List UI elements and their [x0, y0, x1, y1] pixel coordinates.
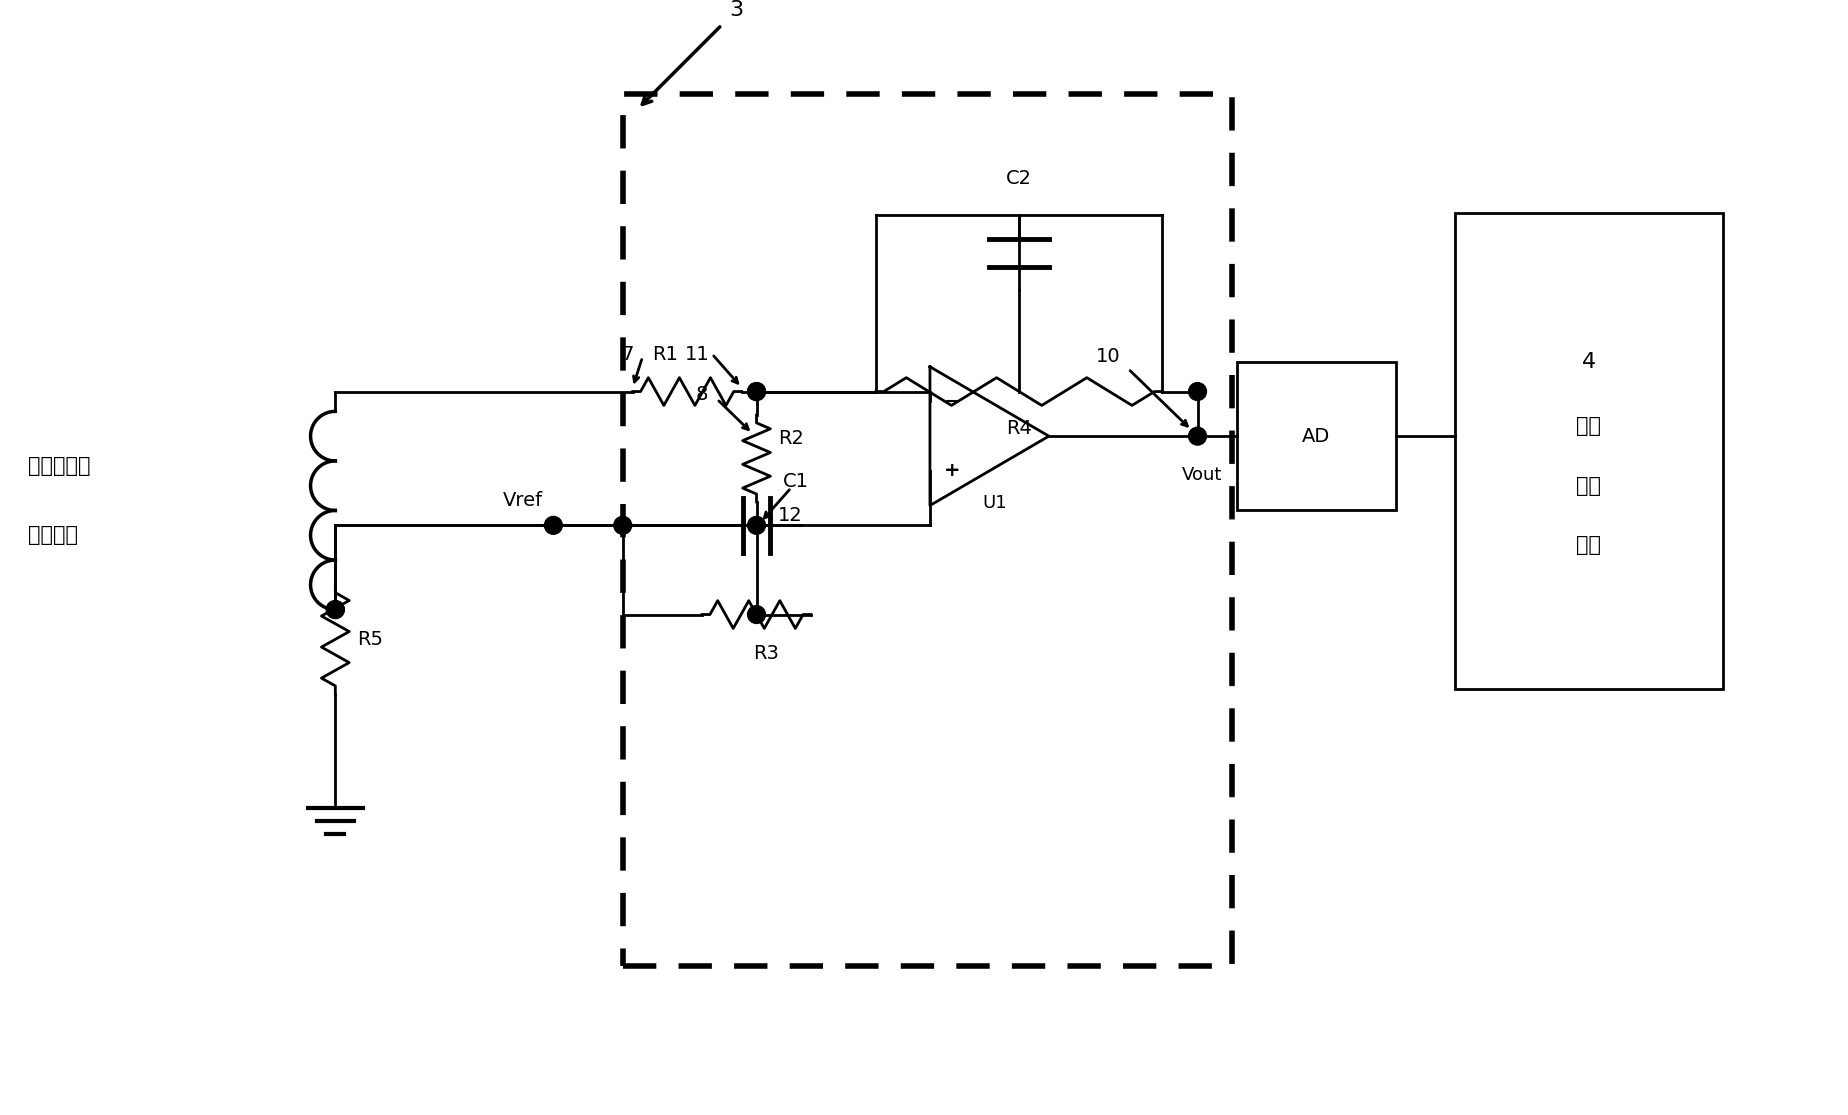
Text: R5: R5: [357, 630, 383, 649]
Text: R3: R3: [754, 644, 780, 663]
FancyBboxPatch shape: [1236, 361, 1395, 511]
Text: AD: AD: [1301, 427, 1331, 446]
Circle shape: [614, 516, 632, 534]
Circle shape: [747, 516, 765, 534]
Text: 中央: 中央: [1576, 416, 1600, 436]
Circle shape: [747, 382, 765, 400]
Text: C2: C2: [1005, 169, 1031, 188]
Circle shape: [327, 601, 344, 619]
Text: U1: U1: [981, 494, 1005, 512]
Text: 处理: 处理: [1576, 476, 1600, 496]
Circle shape: [747, 605, 765, 623]
Text: Vref: Vref: [503, 492, 543, 511]
Text: 3: 3: [730, 0, 743, 20]
Text: 11: 11: [684, 345, 710, 363]
Text: R4: R4: [1005, 419, 1031, 438]
Text: 4: 4: [1582, 352, 1595, 371]
Circle shape: [1188, 382, 1205, 400]
Circle shape: [747, 382, 765, 400]
Text: 10: 10: [1096, 348, 1120, 367]
Text: 12: 12: [778, 506, 802, 525]
Text: R2: R2: [778, 429, 804, 448]
Circle shape: [543, 516, 562, 534]
Text: 二次线圈: 二次线圈: [28, 525, 78, 545]
Text: C1: C1: [784, 472, 809, 491]
Text: 8: 8: [695, 385, 708, 404]
Text: R1: R1: [652, 345, 678, 363]
Text: 单元: 单元: [1576, 535, 1600, 555]
Text: +: +: [942, 462, 959, 481]
FancyBboxPatch shape: [1454, 213, 1722, 689]
Text: Vout: Vout: [1181, 466, 1222, 484]
Circle shape: [1188, 427, 1205, 445]
Text: 电流互感器: 电流互感器: [28, 456, 91, 476]
Text: −: −: [942, 392, 959, 411]
Circle shape: [327, 601, 344, 619]
Text: 7: 7: [621, 345, 634, 363]
